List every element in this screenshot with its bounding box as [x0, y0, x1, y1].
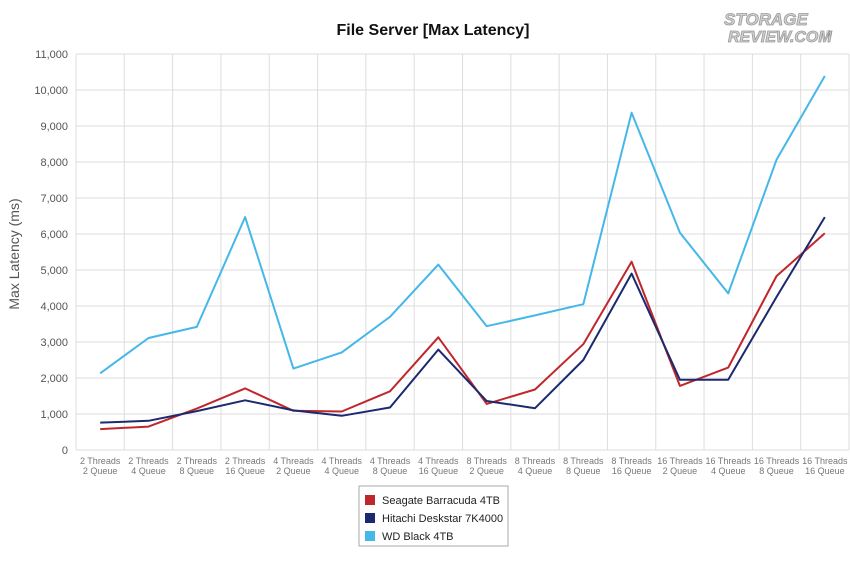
- x-tick-label-line: 16 Threads: [754, 456, 800, 466]
- x-tick-label-line: 4 Queue: [518, 466, 553, 476]
- legend-box: [358, 485, 509, 547]
- y-tick-label: 7,000: [40, 193, 68, 205]
- logo-registered-mark: ®: [826, 29, 832, 38]
- x-tick-label-line: 4 Queue: [324, 466, 359, 476]
- x-tick-label-line: 2 Threads: [80, 456, 121, 466]
- y-tick-label: 5,000: [40, 265, 68, 277]
- x-tick-label: 4 Threads 4 Queue: [322, 456, 363, 476]
- x-tick-label-line: 4 Threads: [418, 456, 459, 466]
- series-lines: [99, 75, 826, 431]
- legend-label: WD Black 4TB: [382, 531, 454, 543]
- x-tick-label-line: 4 Queue: [711, 466, 746, 476]
- logo-line-1: STORAGE: [724, 10, 808, 29]
- legend-swatch: [365, 513, 375, 523]
- y-tick-label: 2,000: [40, 373, 68, 385]
- x-tick-label-line: 2 Threads: [225, 456, 266, 466]
- x-tick-label-line: 16 Queue: [805, 466, 845, 476]
- x-tick-label-line: 4 Threads: [370, 456, 411, 466]
- x-tick-label: 16 Threads 4 Queue: [706, 456, 752, 476]
- y-tick-label: 8,000: [40, 157, 68, 169]
- x-tick-label: 4 Threads 2 Queue: [273, 456, 314, 476]
- x-tick-label-line: 2 Queue: [83, 466, 118, 476]
- legend: Seagate Barracuda 4TB Hitachi Deskstar 7K…: [358, 485, 509, 547]
- y-tick-label: 6,000: [40, 229, 68, 241]
- x-tick-label: 8 Threads 16 Queue: [611, 456, 652, 476]
- x-tick-label-line: 2 Threads: [128, 456, 169, 466]
- x-tick-label-line: 2 Queue: [469, 466, 504, 476]
- y-tick-label: 10,000: [34, 85, 68, 97]
- y-tick-label: 11,000: [35, 49, 68, 61]
- y-axis-label: Max Latency (ms): [6, 198, 22, 309]
- series-line-seagate-barracuda-4tb: [100, 232, 826, 431]
- x-tick-label-line: 4 Queue: [131, 466, 166, 476]
- x-tick-label-line: 8 Queue: [180, 466, 215, 476]
- x-tick-label: 8 Threads 4 Queue: [515, 456, 556, 476]
- x-tick-label: 16 Threads 2 Queue: [657, 456, 703, 476]
- x-tick-label: 2 Threads 4 Queue: [128, 456, 169, 476]
- x-tick-label-line: 8 Threads: [515, 456, 556, 466]
- x-tick-label: 8 Threads 2 Queue: [466, 456, 507, 476]
- y-tick-label: 4,000: [40, 301, 68, 313]
- x-tick-label-line: 8 Queue: [566, 466, 601, 476]
- y-tick-label: 9,000: [40, 121, 68, 133]
- x-tick-label-line: 2 Queue: [276, 466, 311, 476]
- x-tick-label: 16 Threads 16 Queue: [802, 456, 848, 476]
- x-tick-label-line: 8 Threads: [466, 456, 507, 466]
- x-tick-label-line: 8 Queue: [759, 466, 794, 476]
- x-tick-label-line: 8 Threads: [611, 456, 652, 466]
- x-tick-label: 2 Threads 2 Queue: [80, 456, 121, 476]
- grid: [75, 53, 850, 451]
- x-tick-label: 2 Threads 16 Queue: [225, 456, 266, 476]
- x-tick-label-line: 4 Threads: [322, 456, 363, 466]
- y-tick-label: 0: [62, 445, 68, 457]
- x-tick-label: 4 Threads 8 Queue: [370, 456, 411, 476]
- x-tick-label-line: 2 Threads: [177, 456, 218, 466]
- x-tick-label-line: 8 Queue: [373, 466, 408, 476]
- x-tick-label-line: 16 Queue: [419, 466, 459, 476]
- legend-swatch: [365, 531, 375, 541]
- legend-label: Seagate Barracuda 4TB: [382, 495, 500, 507]
- legend-label: Hitachi Deskstar 7K4000: [382, 513, 503, 525]
- y-axis-ticks: 0 1,000 2,000 3,000 4,000 5,000 6,000 7,000 8,00…: [34, 49, 68, 457]
- y-tick-label: 3,000: [40, 337, 68, 349]
- x-tick-label-line: 16 Threads: [802, 456, 848, 466]
- x-tick-label-line: 4 Threads: [273, 456, 314, 466]
- series-line-hitachi-deskstar-7k4000: [100, 216, 826, 424]
- x-tick-label-line: 16 Queue: [225, 466, 265, 476]
- y-tick-label: 1,000: [40, 409, 68, 421]
- x-tick-label: 2 Threads 8 Queue: [177, 456, 218, 476]
- x-tick-label-line: 8 Threads: [563, 456, 604, 466]
- x-tick-label-line: 16 Threads: [657, 456, 703, 466]
- series-line-wd-black-4tb: [99, 75, 826, 375]
- x-tick-label: 16 Threads 8 Queue: [754, 456, 800, 476]
- x-tick-label: 4 Threads 16 Queue: [418, 456, 459, 476]
- x-tick-label-line: 2 Queue: [663, 466, 698, 476]
- x-tick-label-line: 16 Threads: [706, 456, 752, 466]
- x-tick-label-line: 16 Queue: [612, 466, 652, 476]
- chart-title: File Server [Max Latency]: [337, 22, 530, 39]
- logo-line-2: REVIEW.COM: [728, 29, 832, 46]
- legend-swatch: [365, 495, 375, 505]
- x-tick-label: 8 Threads 8 Queue: [563, 456, 604, 476]
- site-logo: STORAGE REVIEW.COM ®: [724, 10, 833, 47]
